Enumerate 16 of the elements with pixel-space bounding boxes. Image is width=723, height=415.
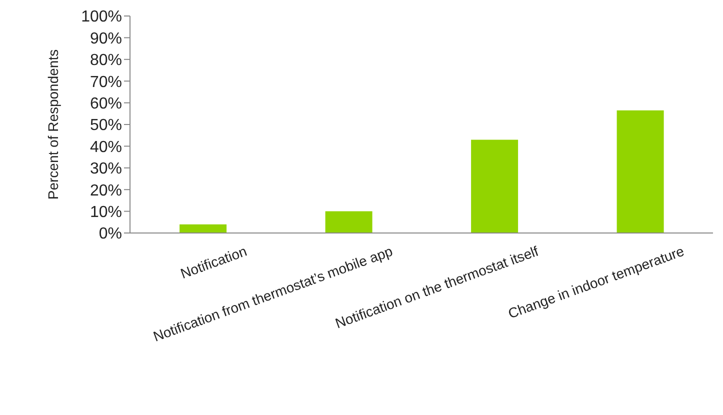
- y-tick-label: 0%: [98, 226, 122, 243]
- y-tick-label: 80%: [90, 52, 122, 70]
- bar: [180, 224, 227, 233]
- y-axis-title: Percent of Respondents: [44, 49, 61, 200]
- y-tick-label: 90%: [90, 30, 122, 48]
- y-tick-label: 20%: [90, 182, 122, 200]
- bar: [325, 211, 372, 233]
- bar: [471, 140, 518, 233]
- y-tick-label: 100%: [81, 8, 122, 26]
- bar: [616, 110, 664, 233]
- y-tick-label: 60%: [90, 95, 122, 112]
- y-tick-label: 40%: [90, 138, 122, 156]
- y-tick-label: 10%: [90, 204, 122, 221]
- y-tick-label: 30%: [90, 160, 122, 178]
- y-tick-label: 50%: [90, 117, 122, 134]
- y-tick-label: 70%: [90, 74, 122, 91]
